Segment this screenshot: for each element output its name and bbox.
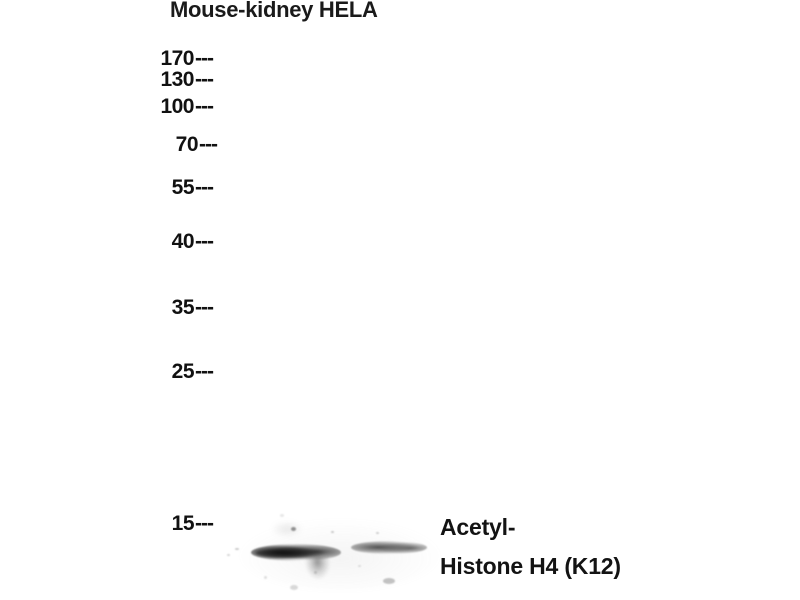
mw-marker-130: 130 --- [152, 68, 214, 92]
antibody-annotation: Acetyl- Histone H4 (K12) [440, 508, 621, 586]
mw-marker-40-label: 40 [171, 230, 195, 253]
band-smear-artifact [298, 554, 340, 588]
band-mouse-kidney-core [256, 548, 332, 558]
mw-marker-40-tick: --- [195, 230, 214, 253]
membrane-speck [290, 585, 298, 590]
mw-marker-35-label: 35 [171, 296, 195, 319]
mw-marker-15: 15 --- [152, 512, 214, 536]
mw-marker-25: 25 --- [152, 360, 214, 384]
membrane-smudge [272, 521, 302, 537]
membrane-speck [291, 527, 296, 531]
mw-marker-55: 55 --- [152, 176, 214, 200]
mw-marker-170-tick: --- [195, 47, 214, 70]
mw-marker-25-label: 25 [171, 360, 195, 383]
mw-marker-130-tick: --- [195, 68, 214, 91]
mw-marker-15-tick: --- [195, 512, 214, 535]
lane-header: Mouse-kidney HELA [170, 0, 378, 22]
membrane-speck [383, 578, 395, 584]
band-mouse-kidney [251, 544, 341, 561]
mw-marker-70: 70 --- [156, 133, 218, 157]
membrane-speck [264, 576, 267, 579]
mw-marker-35: 35 --- [152, 296, 214, 320]
molecular-weight-ladder: 170 --- 130 --- 100 --- 70 --- 55 --- 40… [0, 0, 240, 600]
mw-marker-25-tick: --- [195, 360, 214, 383]
mw-marker-55-tick: --- [195, 176, 214, 199]
mw-marker-35-tick: --- [195, 296, 214, 319]
membrane-speck [376, 532, 379, 534]
mw-marker-100-tick: --- [195, 95, 214, 118]
membrane-speck [331, 531, 334, 533]
mw-marker-130-label: 130 [160, 68, 194, 91]
mw-marker-55-label: 55 [171, 176, 195, 199]
antibody-name-line2: Histone H4 (K12) [440, 553, 621, 579]
mw-marker-170: 170 --- [152, 47, 214, 71]
mw-marker-40: 40 --- [152, 230, 214, 254]
mw-marker-100-label: 100 [160, 95, 194, 118]
mw-marker-70-tick: --- [199, 133, 218, 156]
mw-marker-170-label: 170 [160, 47, 194, 70]
membrane-speck [280, 514, 284, 517]
band-halo [240, 520, 440, 590]
mw-marker-15-label: 15 [171, 512, 195, 535]
mw-marker-100: 100 --- [145, 95, 214, 119]
band-hela [351, 541, 427, 554]
antibody-name-line1: Acetyl- [440, 514, 516, 540]
mw-marker-70-label: 70 [175, 133, 199, 156]
membrane-speck [358, 565, 361, 567]
membrane-speck [314, 571, 317, 574]
